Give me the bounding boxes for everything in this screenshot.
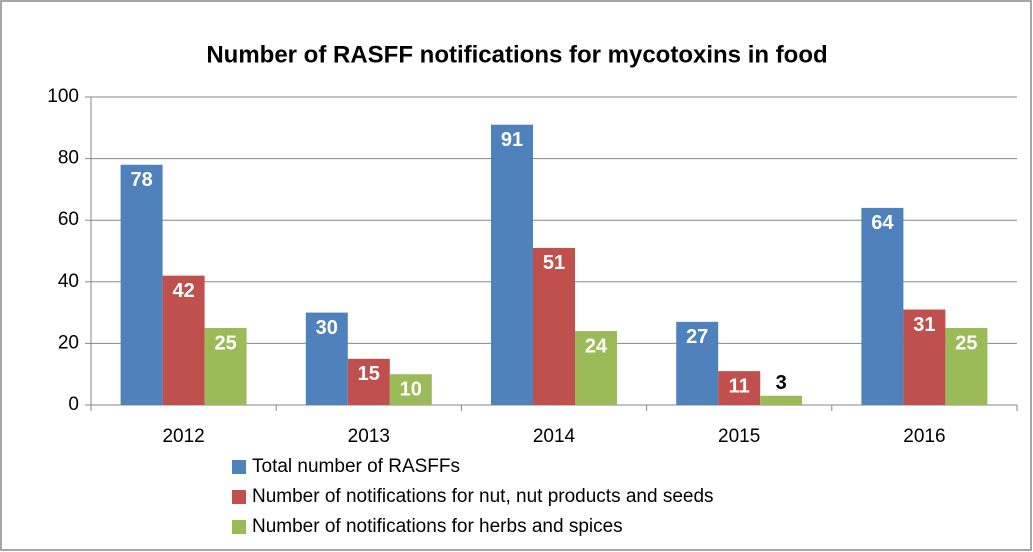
legend-swatch [232,490,246,504]
data-label: 64 [871,212,894,234]
y-tick-label: 100 [47,86,79,107]
legend-label: Number of notifications for herbs and sp… [252,516,623,537]
bar [575,331,617,405]
bar [760,395,803,405]
x-tick-label: 2012 [162,426,204,447]
data-label: 25 [955,332,977,354]
bar [718,371,761,405]
x-tick-label: 2014 [533,426,576,447]
y-tick-label: 20 [58,332,79,353]
data-label: 30 [316,317,338,339]
y-tick-label: 40 [58,271,79,292]
bar [903,309,946,405]
data-label: 24 [585,335,608,357]
y-tick-label: 60 [58,209,79,230]
bar [347,358,390,405]
data-label: 10 [400,378,422,400]
data-label: 78 [130,169,152,191]
bar [861,207,904,405]
legend-swatch [232,460,246,474]
bar [162,275,205,405]
bar [491,124,533,405]
y-tick-label: 80 [58,148,79,169]
bar [533,247,575,405]
y-tick-label: 0 [68,394,79,415]
data-label: 51 [543,252,565,274]
legend-label: Number of notifications for nut, nut pro… [252,486,714,507]
data-label: 42 [172,280,194,302]
data-label: 31 [913,314,935,336]
data-label: 91 [501,129,523,151]
data-label: 15 [358,363,380,385]
bar [305,312,348,405]
data-label: 3 [776,372,787,394]
x-tick-label: 2013 [348,426,390,447]
legend-label: Total number of RASFFs [252,456,460,477]
data-label: 27 [686,326,708,348]
data-label: 11 [729,375,750,397]
data-label: 25 [214,332,236,354]
legend-swatch [232,520,246,534]
x-tick-label: 2015 [718,426,760,447]
bar [204,328,247,405]
bar [676,321,719,405]
bar [945,328,988,405]
x-tick-label: 2016 [903,426,945,447]
bar [389,374,432,405]
chart-title: Number of RASFF notifications for mycoto… [206,41,827,68]
bar [120,164,163,405]
